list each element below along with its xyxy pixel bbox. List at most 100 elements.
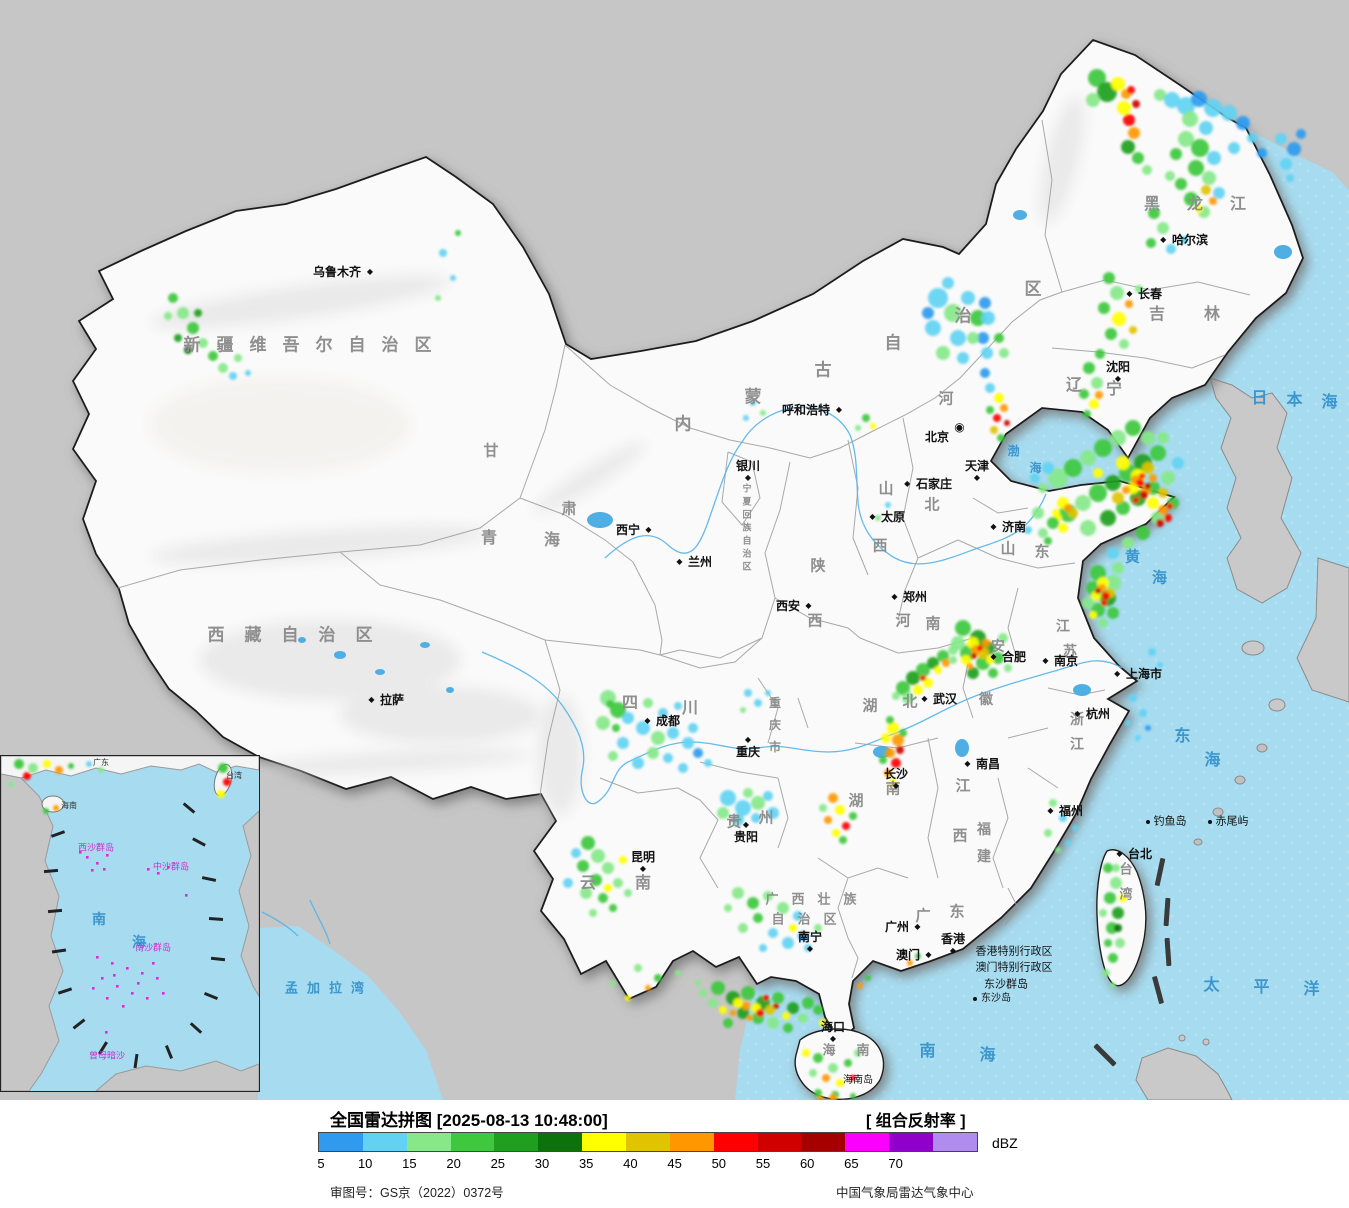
radar-echo — [1145, 483, 1151, 489]
radar-echo — [1052, 509, 1060, 517]
radar-echo — [1086, 93, 1100, 107]
island-dot — [185, 894, 188, 897]
radar-echo — [1202, 171, 1216, 185]
radar-echo — [849, 812, 857, 820]
colorbar-cell — [494, 1133, 539, 1151]
colorbar-tick-label: 55 — [755, 1156, 771, 1171]
radar-echo — [875, 515, 881, 521]
radar-echo-layer — [164, 69, 1306, 1106]
radar-echo — [934, 666, 942, 674]
boundary-dash-layer — [1093, 857, 1172, 1067]
radar-echo — [1296, 129, 1306, 139]
radar-echo — [765, 690, 771, 696]
radar-echo — [899, 729, 907, 737]
colorbar-cell — [450, 1133, 495, 1151]
radar-echo — [1032, 507, 1044, 519]
radar-echo — [855, 425, 861, 431]
radar-echo — [1093, 468, 1103, 478]
radar-echo — [1147, 497, 1159, 509]
radar-echo — [1139, 473, 1145, 479]
radar-echo — [678, 763, 688, 773]
nine-dash-segment — [210, 956, 226, 962]
radar-echo — [1257, 148, 1267, 158]
radar-echo — [885, 502, 891, 508]
radar-echo — [1209, 197, 1217, 205]
radar-echo — [793, 911, 803, 921]
radar-echo — [1075, 495, 1091, 511]
colorbar-cell — [538, 1133, 583, 1151]
radar-echo — [916, 663, 930, 677]
radar-echo — [208, 351, 218, 361]
radar-echo — [814, 924, 822, 932]
island-dot — [92, 987, 95, 990]
sea-layer — [258, 128, 1349, 1100]
radar-echo — [68, 763, 74, 769]
radar-echo — [598, 893, 608, 903]
radar-echo — [1195, 205, 1203, 213]
radar-echo — [981, 347, 993, 359]
radar-echo — [892, 734, 904, 746]
radar-echo — [850, 1075, 856, 1081]
radar-echo — [993, 414, 1001, 422]
radar-echo — [674, 702, 682, 710]
radar-echo — [732, 887, 744, 899]
radar-echo — [1188, 160, 1204, 176]
radar-echo — [767, 1017, 779, 1029]
radar-echo — [719, 1006, 727, 1014]
radar-echo — [881, 733, 891, 743]
radar-echo — [927, 657, 939, 669]
boundary-dash — [1093, 1043, 1117, 1067]
nine-dash-segment — [203, 991, 219, 1001]
radar-echo — [1102, 969, 1110, 977]
island-dot — [116, 985, 119, 988]
radar-echo — [86, 761, 92, 767]
radar-echo — [1157, 222, 1169, 234]
colorbar-cell — [669, 1133, 714, 1151]
inset-indochina — [1, 773, 64, 1091]
legend-panel: 全国雷达拼图 [2025-08-13 10:48:00] [ 组合反射率 ] d… — [0, 1100, 1349, 1208]
island-dot — [167, 866, 170, 869]
radar-echo — [1167, 503, 1173, 509]
radar-echo — [1132, 100, 1140, 108]
radar-echo — [1165, 171, 1175, 181]
radar-echo — [218, 763, 228, 773]
radar-echo — [998, 633, 1008, 643]
radar-echo — [1106, 922, 1118, 934]
radar-echo — [693, 748, 703, 758]
radar-echo — [658, 708, 668, 718]
radar-echo — [450, 275, 456, 281]
radar-echo — [455, 230, 461, 236]
radar-echo — [613, 878, 623, 888]
radar-echo — [55, 766, 63, 774]
island-dot — [96, 956, 99, 959]
radar-echo — [949, 656, 957, 664]
radar-echo — [980, 368, 990, 378]
inset-island-dots-layer — [79, 851, 188, 1034]
radar-echo — [591, 849, 605, 863]
island-dot — [79, 851, 82, 854]
radar-echo — [1141, 431, 1155, 445]
radar-echo — [730, 1010, 736, 1016]
radar-echo — [999, 348, 1009, 358]
radar-echo — [751, 813, 761, 823]
kyushu — [1296, 557, 1349, 703]
radar-echo — [957, 352, 969, 364]
korea-peninsula — [1209, 377, 1302, 604]
radar-echo — [1132, 152, 1144, 164]
radar-echo — [971, 653, 977, 659]
island-dot — [106, 854, 109, 857]
radar-echo — [1102, 592, 1110, 600]
radar-echo — [1177, 97, 1195, 115]
province-borders — [117, 119, 1251, 979]
radar-echo — [922, 307, 934, 319]
neighbor-land-layer — [1135, 377, 1349, 1101]
radar-echo — [174, 334, 182, 342]
nine-dash-segment — [201, 876, 217, 882]
radar-echo — [828, 1063, 838, 1073]
terrain-shade — [250, 749, 530, 775]
radar-echo — [986, 656, 994, 664]
lake — [446, 687, 454, 693]
colorbar-tick-label: 65 — [844, 1156, 859, 1171]
radar-echo — [1180, 236, 1188, 244]
radar-echo — [1038, 528, 1048, 538]
